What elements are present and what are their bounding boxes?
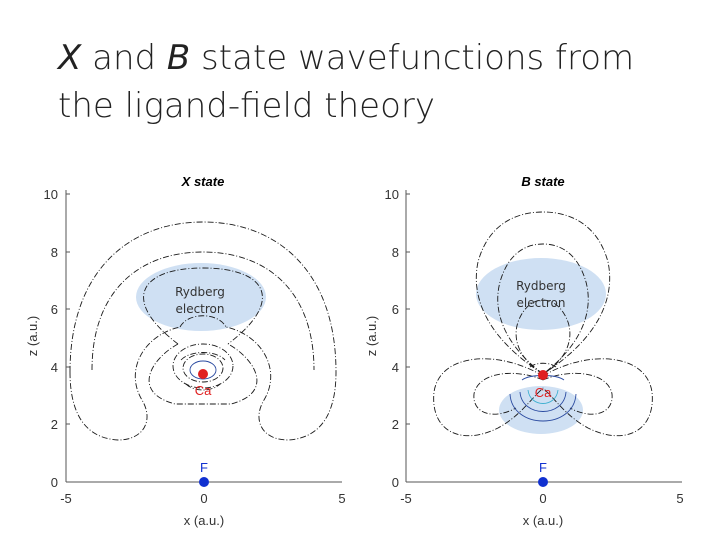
- rydberg-label-line1: Rydberg: [175, 285, 225, 299]
- rydberg-highlight: [136, 263, 266, 331]
- f-label: F: [539, 460, 547, 475]
- slide-title: X and B state wavefunctions from the lig…: [58, 34, 698, 130]
- x-state-contours: [69, 221, 337, 441]
- f-atom-marker: [538, 477, 548, 487]
- y-tick-label: 10: [385, 187, 399, 202]
- y-ticks: [66, 193, 70, 425]
- rydberg-highlight: [476, 258, 606, 330]
- x-tick-label: -5: [400, 491, 412, 506]
- title-line-1: X and B state wavefunctions from: [58, 34, 698, 82]
- y-axis-label: z (a.u.): [25, 316, 40, 356]
- x-tick-label: -5: [60, 491, 72, 506]
- y-tick-label: 2: [51, 417, 58, 432]
- x-axis-label: x (a.u.): [184, 513, 224, 528]
- panel-b-state: B state 10 8 6 4 2 0 -5 0 5 x (a.u.) z (…: [364, 174, 684, 528]
- panel-x-state: X state 10 8 6 4 2 0 -5 0 5 x (a.u.) z (…: [25, 174, 346, 528]
- y-tick-label: 2: [392, 417, 399, 432]
- y-tick-label: 10: [44, 187, 58, 202]
- x-axis-label: x (a.u.): [523, 513, 563, 528]
- title-symbol-b: B: [166, 38, 191, 78]
- y-axis-label: z (a.u.): [364, 316, 379, 356]
- panel-x-title: X state: [181, 174, 225, 189]
- rydberg-label-line2: electron: [175, 302, 224, 316]
- ca-label: Ca: [195, 383, 212, 398]
- title-text-rest: state wavefunctions from: [190, 38, 635, 78]
- y-tick-label: 8: [392, 245, 399, 260]
- x-tick-label: 5: [338, 491, 345, 506]
- y-tick-label: 8: [51, 245, 58, 260]
- ca-label: Ca: [535, 385, 552, 400]
- rydberg-label-line1: Rydberg: [516, 279, 566, 293]
- y-tick-label: 6: [392, 302, 399, 317]
- title-line-2: the ligand-field theory: [58, 86, 436, 126]
- title-symbol-x: X: [58, 38, 82, 78]
- y-tick-label: 4: [51, 360, 58, 375]
- x-tick-label: 5: [676, 491, 683, 506]
- title-text-and: and: [81, 38, 167, 78]
- y-ticks: [406, 193, 410, 425]
- y-tick-label: 6: [51, 302, 58, 317]
- b-state-contours: [433, 211, 653, 437]
- y-tick-label: 0: [51, 475, 58, 490]
- ca-atom-marker: [538, 370, 548, 380]
- ca-atom-marker: [198, 369, 208, 379]
- f-atom-marker: [199, 477, 209, 487]
- f-label: F: [200, 460, 208, 475]
- panel-b-title: B state: [521, 174, 564, 189]
- y-tick-label: 0: [392, 475, 399, 490]
- lower-lobe-highlight: [499, 386, 583, 434]
- y-tick-label: 4: [392, 360, 399, 375]
- x-tick-label: 0: [200, 491, 207, 506]
- x-tick-label: 0: [539, 491, 546, 506]
- rydberg-label-line2: electron: [516, 296, 565, 310]
